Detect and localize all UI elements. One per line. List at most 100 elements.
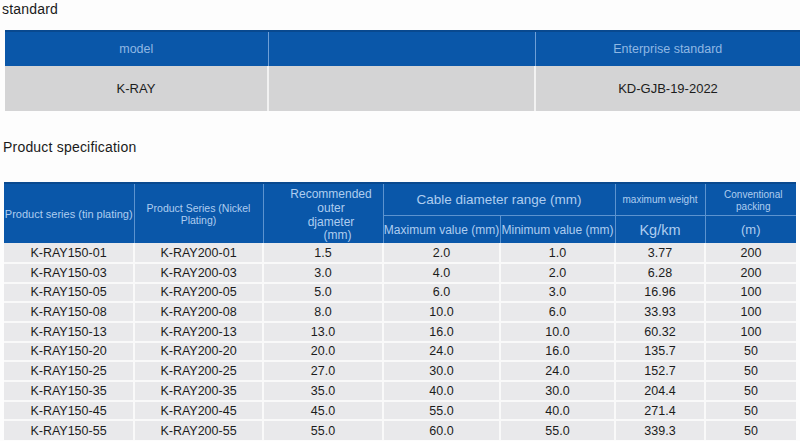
spec-header-max-weight: maximum weight [615,183,705,215]
cell: 40.0 [383,381,500,401]
cell: 40.0 [500,401,615,421]
cell: 6.0 [383,283,500,303]
table-row: K-RAY150-45K-RAY200-4545.055.040.0271.45… [4,401,796,421]
page: standard model Enterprise standard K-RAY… [0,0,800,441]
cell: 33.93 [615,302,705,322]
cell: K-RAY200-08 [134,302,263,322]
cell: 50 [705,381,796,401]
cell: 27.0 [263,361,383,381]
cell: 50 [705,342,796,362]
cell: 6.0 [500,302,615,322]
cell: 13.0 [263,322,383,342]
cell: 1.5 [263,243,383,263]
cell: K-RAY150-55 [4,420,134,440]
spec-header-series-nickel: Product Series (Nickel Plating) [134,183,263,243]
cell: 8.0 [263,302,383,322]
cell: 200 [705,263,796,283]
cell: K-RAY150-01 [4,243,134,263]
cell: 50 [705,401,796,421]
table-row: K-RAY150-20K-RAY200-2020.024.016.0135.75… [4,342,796,362]
spec-header-min-value: Minimum value (mm) [500,215,615,243]
spec-header-series-tin: Product series (tin plating) [4,183,134,243]
cell: 20.0 [263,342,383,362]
cell: 3.0 [500,283,615,303]
table-row: K-RAY KD-GJB-19-2022 [5,66,800,111]
cell: 5.0 [263,283,383,303]
standard-table: model Enterprise standard K-RAY KD-GJB-1… [5,30,800,111]
spec-section-title: Product specification [3,139,136,155]
spec-table-body: K-RAY150-01K-RAY200-011.52.01.03.77200K-… [4,243,796,440]
spec-header-packing-unit: (m) [705,215,796,243]
cell: 100 [705,302,796,322]
cell: 10.0 [500,322,615,342]
spec-header-conventional-packing: Conventional packing [705,183,796,215]
cell: K-RAY150-35 [4,381,134,401]
cell: 3.0 [263,263,383,283]
table-row: K-RAY150-03K-RAY200-033.04.02.06.28200 [4,263,796,283]
cell: K-RAY200-55 [134,420,263,440]
cell: K-RAY200-45 [134,401,263,421]
cell: 50 [705,420,796,440]
cell: K-RAY200-25 [134,361,263,381]
standard-section-title: standard [2,1,58,17]
cell: 30.0 [500,381,615,401]
cell: K-RAY150-13 [4,322,134,342]
table-row: K-RAY150-25K-RAY200-2527.030.024.0152.75… [4,361,796,381]
cell: K-RAY150-08 [4,302,134,322]
recommended-unit: (mm) [324,229,352,243]
cell: 16.96 [615,283,705,303]
cell: 16.0 [383,322,500,342]
standard-header-model: model [5,31,268,66]
cell: K-RAY200-35 [134,381,263,401]
cell: 60.32 [615,322,705,342]
spec-header-row-1: Product series (tin plating) Product Ser… [4,183,796,215]
spec-header-max-value: Maximum value (mm) [383,215,500,243]
cell: K-RAY200-05 [134,283,263,303]
cell: K-RAY200-03 [134,263,263,283]
spec-header-cable-range: Cable diameter range (mm) [383,183,615,215]
cell: 16.0 [500,342,615,362]
table-row: K-RAY150-13K-RAY200-1313.016.010.060.321… [4,322,796,342]
cell-middle-value [268,66,535,111]
cell: 55.0 [263,420,383,440]
standard-header-enterprise: Enterprise standard [535,31,800,66]
table-row: K-RAY150-01K-RAY200-011.52.01.03.77200 [4,243,796,263]
cell: 271.4 [615,401,705,421]
cell: 100 [705,283,796,303]
cell: K-RAY150-25 [4,361,134,381]
cell: 135.7 [615,342,705,362]
cell: 6.28 [615,263,705,283]
cell: K-RAY150-20 [4,342,134,362]
cell: 60.0 [383,420,500,440]
cell: 30.0 [383,361,500,381]
cell: 152.7 [615,361,705,381]
cell: 45.0 [263,401,383,421]
recommended-line-2: djameter [280,216,383,230]
spec-table: Product series (tin plating) Product Ser… [4,182,796,440]
cell: 339.3 [615,420,705,440]
table-row: K-RAY150-55K-RAY200-5555.060.055.0339.35… [4,420,796,440]
cell: 2.0 [383,243,500,263]
table-row: K-RAY150-05K-RAY200-055.06.03.016.96100 [4,283,796,303]
cell: 1.0 [500,243,615,263]
cell: 204.4 [615,381,705,401]
cell: K-RAY200-13 [134,322,263,342]
cell: 100 [705,322,796,342]
cell: 200 [705,243,796,263]
spec-header-weight-unit: Kg/km [615,215,705,243]
cell-enterprise-value: KD-GJB-19-2022 [535,66,800,111]
cell-model-value: K-RAY [5,66,268,111]
recommended-line-1: Recommended outer [280,188,383,216]
cell: K-RAY150-03 [4,263,134,283]
cell: 24.0 [500,361,615,381]
cell: K-RAY150-05 [4,283,134,303]
cell: K-RAY200-20 [134,342,263,362]
cell: 35.0 [263,381,383,401]
standard-header-row: model Enterprise standard [5,31,800,66]
standard-header-middle [268,31,535,66]
spec-header-recommended-outer-diameter: Recommended outer djameter (mm) [263,183,383,243]
cell: 4.0 [383,263,500,283]
cell: 55.0 [500,420,615,440]
table-row: K-RAY150-35K-RAY200-3535.040.030.0204.45… [4,381,796,401]
cell: 50 [705,361,796,381]
